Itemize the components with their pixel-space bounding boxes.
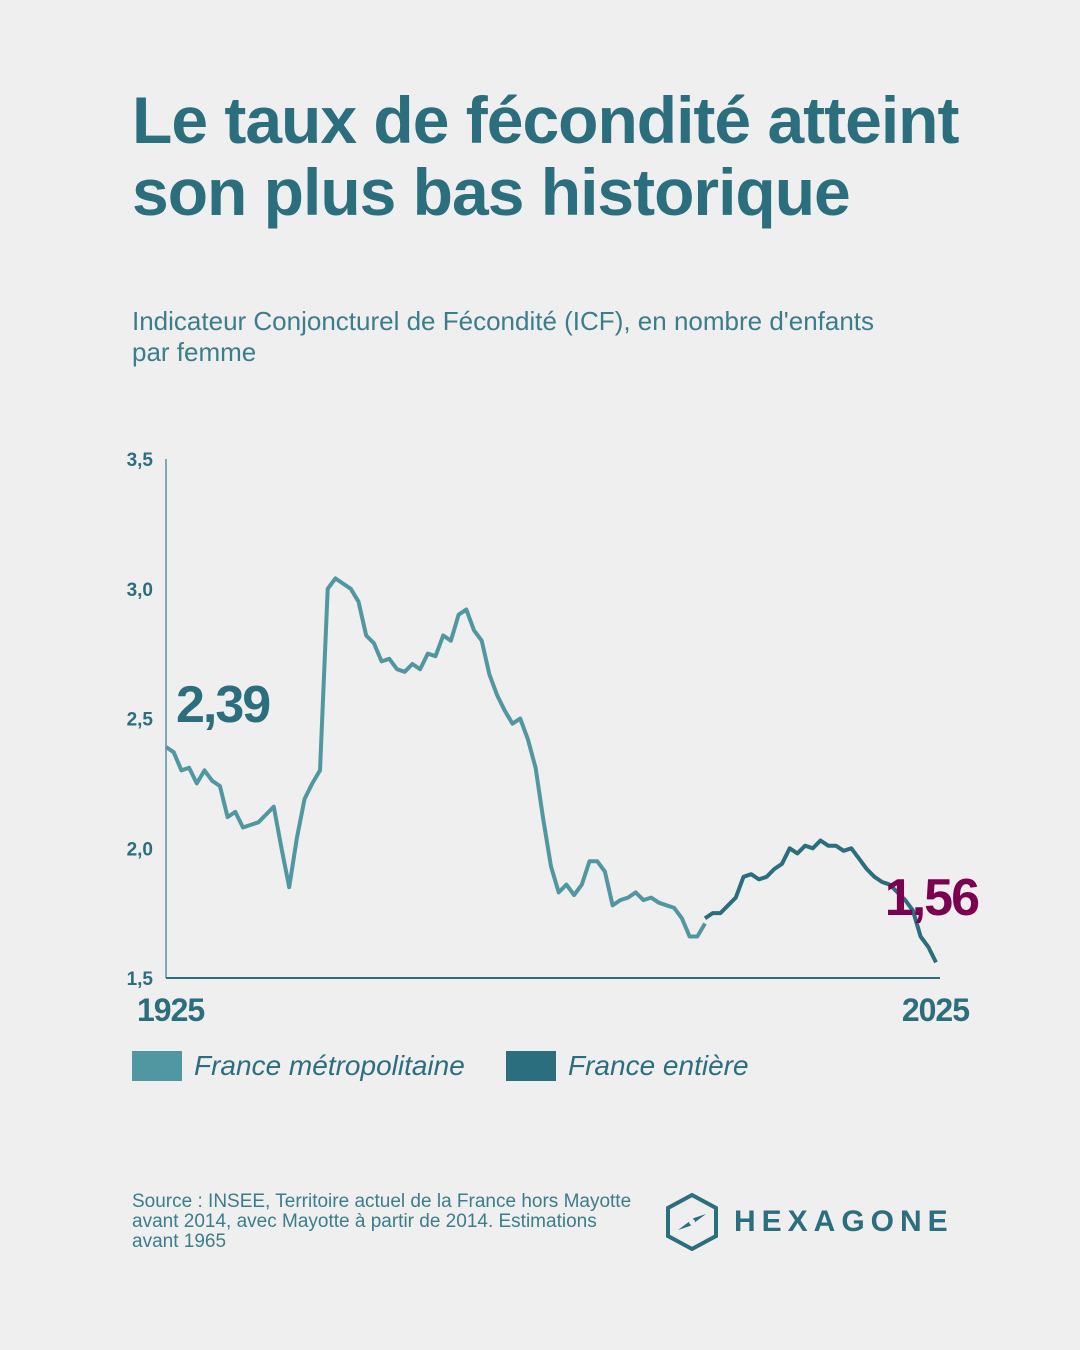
brand-name: HEXAGONE bbox=[734, 1205, 954, 1238]
series-line-france-metropolitaine bbox=[164, 576, 707, 939]
source-note: Source : INSEE, Territoire actuel de la … bbox=[132, 1191, 632, 1252]
x-label-start: 1925 bbox=[137, 992, 204, 1028]
legend-swatch-metro bbox=[132, 1051, 182, 1081]
legend-label-metro: France métropolitaine bbox=[194, 1050, 465, 1081]
legend-item-entiere: France entière bbox=[506, 1050, 749, 1082]
y-tick-label: 3,0 bbox=[127, 580, 153, 601]
series-line-france-entiere bbox=[703, 838, 938, 964]
end-value-label: 1,56 bbox=[885, 869, 979, 927]
legend-swatch-entiere bbox=[506, 1051, 556, 1081]
legend-label-entiere: France entière bbox=[568, 1050, 749, 1081]
y-tick-label: 1,5 bbox=[127, 969, 154, 990]
start-value-label: 2,39 bbox=[176, 676, 269, 734]
subtitle: Indicateur Conjoncturel de Fécondité (IC… bbox=[132, 306, 875, 367]
hexagon-compass-icon bbox=[666, 1192, 718, 1252]
y-tick-label: 2,5 bbox=[127, 710, 154, 731]
x-label-end: 2025 bbox=[902, 992, 969, 1028]
y-tick-label: 2,0 bbox=[127, 839, 153, 860]
line-chart: 3,5 3,0 2,5 2,0 1,5 1925 2025 2,39 1,56 bbox=[127, 450, 981, 1028]
page-title: Le taux de fécondité atteint son plus ba… bbox=[132, 83, 959, 229]
brand-logo: HEXAGONE bbox=[664, 1192, 954, 1252]
y-tick-label: 3,5 bbox=[127, 450, 154, 471]
legend-item-metro: France métropolitaine bbox=[132, 1050, 465, 1082]
